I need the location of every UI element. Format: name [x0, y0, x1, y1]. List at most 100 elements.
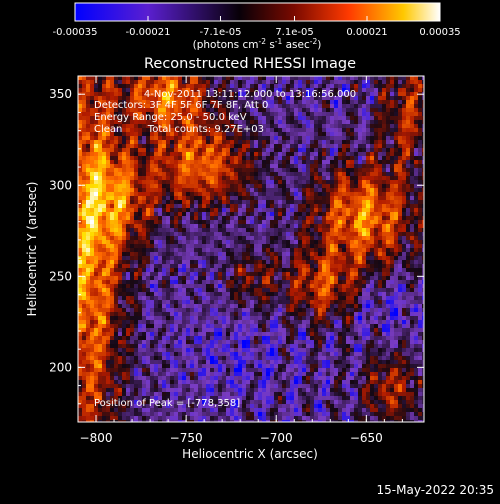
heatmap-cell	[314, 224, 318, 228]
heatmap-cell	[386, 208, 390, 212]
heatmap-cell	[150, 216, 154, 220]
heatmap-cell	[122, 220, 126, 224]
heatmap-cell	[134, 216, 138, 220]
heatmap-cell	[406, 192, 410, 196]
heatmap-cell	[122, 252, 126, 256]
heatmap-cell	[186, 284, 190, 288]
heatmap-cell	[294, 288, 298, 292]
heatmap-cell	[350, 200, 354, 204]
heatmap-cell	[342, 268, 346, 272]
heatmap-cell	[282, 196, 286, 200]
heatmap-cell	[142, 284, 146, 288]
heatmap-cell	[354, 76, 358, 80]
heatmap-cell	[198, 136, 202, 140]
heatmap-cell	[298, 284, 302, 288]
heatmap-cell	[318, 212, 322, 216]
heatmap-cell	[418, 224, 422, 228]
heatmap-cell	[82, 108, 86, 112]
heatmap-cell	[378, 272, 382, 276]
heatmap-cell	[90, 236, 94, 240]
heatmap-cell	[386, 240, 390, 244]
heatmap-cell	[142, 188, 146, 192]
heatmap-cell	[398, 272, 402, 276]
heatmap-cell	[118, 164, 122, 168]
heatmap-cell	[406, 272, 410, 276]
heatmap-cell	[254, 116, 258, 120]
heatmap-cell	[114, 200, 118, 204]
heatmap-cell	[210, 232, 214, 236]
heatmap-cell	[154, 184, 158, 188]
heatmap-cell	[298, 164, 302, 168]
heatmap-cell	[306, 268, 310, 272]
heatmap-cell	[154, 156, 158, 160]
heatmap-cell	[414, 208, 418, 212]
heatmap-cell	[114, 160, 118, 164]
heatmap-cell	[306, 248, 310, 252]
heatmap-cell	[266, 280, 270, 284]
heatmap-cell	[214, 148, 218, 152]
heatmap-cell	[398, 108, 402, 112]
heatmap-cell	[110, 200, 114, 204]
heatmap-cell	[342, 192, 346, 196]
heatmap-cell	[346, 112, 350, 116]
heatmap-cell	[386, 116, 390, 120]
heatmap-cell	[382, 120, 386, 124]
heatmap-cell	[402, 96, 406, 100]
heatmap-cell	[90, 164, 94, 168]
heatmap-cell	[254, 184, 258, 188]
heatmap-cell	[358, 212, 362, 216]
heatmap-cell	[334, 112, 338, 116]
heatmap-cell	[130, 88, 134, 92]
heatmap-cell	[402, 100, 406, 104]
heatmap-cell	[166, 264, 170, 268]
heatmap-cell	[150, 152, 154, 156]
heatmap-cell	[330, 108, 334, 112]
heatmap-cell	[174, 248, 178, 252]
heatmap-cell	[82, 204, 86, 208]
heatmap-cell	[154, 204, 158, 208]
heatmap-cell	[378, 112, 382, 116]
heatmap-cell	[366, 224, 370, 228]
heatmap-cell	[390, 144, 394, 148]
heatmap-cell	[122, 76, 126, 80]
heatmap-cell	[382, 132, 386, 136]
heatmap-cell	[294, 176, 298, 180]
heatmap-cell	[414, 132, 418, 136]
heatmap-cell	[78, 208, 82, 212]
heatmap-cell	[406, 212, 410, 216]
heatmap-cell	[150, 244, 154, 248]
heatmap-cell	[234, 224, 238, 228]
heatmap-cell	[414, 280, 418, 284]
heatmap-cell	[174, 236, 178, 240]
heatmap-cell	[230, 212, 234, 216]
heatmap-cell	[270, 252, 274, 256]
heatmap-cell	[286, 300, 290, 304]
heatmap-cell	[146, 268, 150, 272]
heatmap-cell	[334, 160, 338, 164]
heatmap-cell	[354, 248, 358, 252]
heatmap-cell	[154, 208, 158, 212]
heatmap-cell	[414, 176, 418, 180]
heatmap-cell	[146, 188, 150, 192]
heatmap-cell	[314, 124, 318, 128]
heatmap-cell	[350, 112, 354, 116]
heatmap-cell	[110, 80, 114, 84]
heatmap-cell	[146, 232, 150, 236]
heatmap-cell	[146, 300, 150, 304]
heatmap-cell	[222, 248, 226, 252]
heatmap-cell	[122, 140, 126, 144]
heatmap-cell	[246, 216, 250, 220]
heatmap-cell	[158, 284, 162, 288]
heatmap-cell	[274, 292, 278, 296]
heatmap-cell	[346, 232, 350, 236]
heatmap-cell	[330, 124, 334, 128]
heatmap-cell	[210, 268, 214, 272]
heatmap-cell	[334, 200, 338, 204]
heatmap-cell	[290, 236, 294, 240]
heatmap-cell	[402, 176, 406, 180]
heatmap-cell	[306, 116, 310, 120]
heatmap-cell	[314, 168, 318, 172]
heatmap-cell	[198, 164, 202, 168]
heatmap-cell	[90, 212, 94, 216]
heatmap-cell	[210, 76, 214, 80]
